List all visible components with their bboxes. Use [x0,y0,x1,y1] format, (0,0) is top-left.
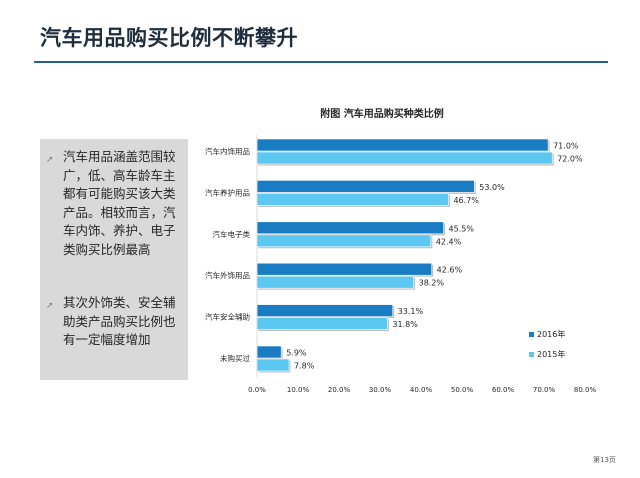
legend-swatch [529,352,534,357]
data-label: 5.9% [286,349,307,358]
arrow-up-right-icon: ➚ [46,155,54,165]
summary-bullet-2: ➚ 其次外饰类、安全辅助类产品购买比例也有一定幅度增加 [46,294,182,350]
data-label: 71.0% [553,142,579,151]
data-label: 46.7% [453,196,479,205]
category-label: 汽车电子类 [213,229,251,239]
data-label: 7.8% [294,362,315,371]
x-tick-label: 60.0% [492,386,515,394]
arrow-up-right-icon: ➚ [46,301,54,311]
bar [256,262,432,276]
page-number: 第13页 [593,456,616,464]
data-label: 53.0% [479,183,505,192]
bar [256,138,549,152]
data-label: 72.0% [557,155,583,164]
summary-textbox: ➚ 汽车用品涵盖范围较广，低、高车龄车主都有可能购买该大类产品。相较而言，汽车内… [40,139,188,380]
x-tick-label: 30.0% [369,386,392,394]
category-label: 汽车养护用品 [205,187,250,197]
bar [256,345,282,359]
bar [256,304,394,317]
category-label: 汽车外饰用品 [205,270,250,280]
chart-title: 附图 汽车用品购买种类比例 [320,107,443,120]
slide-title: 汽车用品购买比例不断攀升 [40,26,298,50]
x-tick-label: 70.0% [533,386,556,394]
x-tick-label: 50.0% [451,386,474,394]
data-label: 42.6% [437,266,463,275]
category-label: 未购买过 [220,353,250,363]
legend-swatch [529,332,534,337]
x-tick-label: 10.0% [287,386,310,394]
data-label: 33.1% [398,307,424,316]
category-label: 汽车内饰用品 [205,146,250,156]
bar [256,180,475,193]
x-tick-label: 80.0% [574,386,597,394]
data-label: 38.2% [419,279,445,288]
bar [256,234,432,248]
x-tick-label: 20.0% [328,386,351,394]
x-tick-label: 0.0% [248,386,266,394]
summary-bullet-2-text: 其次外饰类、安全辅助类产品购买比例也有一定幅度增加 [63,295,176,347]
legend-label: 2015年 [537,349,565,359]
bar [256,358,290,372]
bar [256,151,553,165]
bar [256,221,444,235]
legend-label: 2016年 [537,329,565,339]
data-label: 31.8% [392,320,418,329]
x-tick-label: 40.0% [410,386,433,394]
bar [256,193,449,206]
summary-bullet-1-text: 汽车用品涵盖范围较广，低、高车龄车主都有可能购买该大类产品。相较而言，汽车内饰、… [63,149,176,257]
bar [256,317,388,330]
data-label: 42.4% [436,237,462,246]
data-label: 45.5% [449,224,475,233]
category-label: 汽车安全辅助 [205,312,250,322]
title-divider [34,61,608,63]
bar [256,275,414,289]
summary-bullet-1: ➚ 汽车用品涵盖范围较广，低、高车龄车主都有可能购买该大类产品。相较而言，汽车内… [46,148,182,259]
